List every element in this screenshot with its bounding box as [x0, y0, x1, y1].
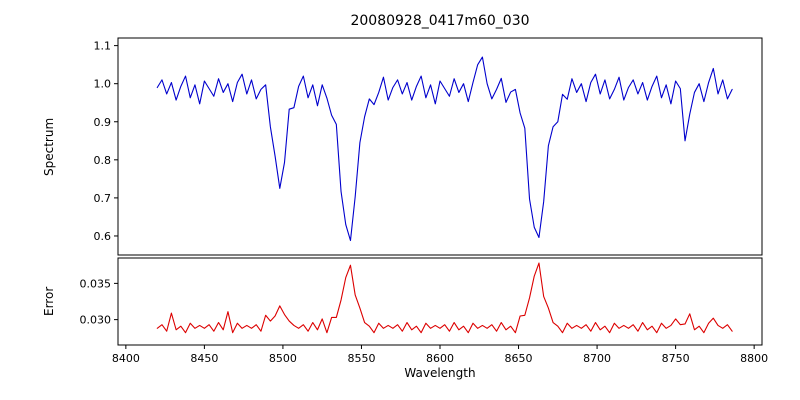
error-axes-frame: [117, 257, 763, 346]
spectrum-y-tick-label: 1.1: [94, 40, 112, 53]
spectrum-line: [156, 56, 733, 242]
x-tick-label: 8650: [505, 352, 533, 365]
x-tick-label: 8700: [583, 352, 611, 365]
x-tick-label: 8750: [662, 352, 690, 365]
error-y-tick-label: 0.030: [80, 314, 112, 327]
x-tick-label: 8800: [740, 352, 768, 365]
chart-title: 20080928_0417m60_030: [350, 13, 530, 29]
x-tick-label: 8450: [190, 352, 218, 365]
spectrum-y-tick-label: 0.7: [94, 192, 112, 205]
spectrum-y-tick-label: 0.6: [94, 230, 112, 243]
spectrum-y-tick-label: 0.9: [94, 116, 112, 129]
x-tick-label: 8550: [347, 352, 375, 365]
x-tick-label: 8400: [112, 352, 140, 365]
error-line: [156, 262, 733, 334]
x-tick-label: 8600: [426, 352, 454, 365]
error-y-tick-label: 0.035: [80, 277, 112, 290]
spectrum-axes-frame: [117, 37, 763, 256]
spectrum-y-tick-label: 0.8: [94, 154, 112, 167]
x-axis-label: Wavelength: [404, 366, 476, 380]
spectrum-y-tick-label: 1.0: [94, 78, 112, 91]
x-tick-label: 8500: [269, 352, 297, 365]
